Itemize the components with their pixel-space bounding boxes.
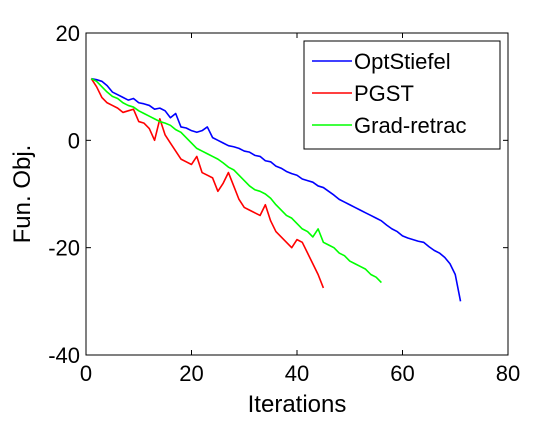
y-tick-label: 20 xyxy=(56,21,80,46)
axis-ticks: 0 20 40 60 80 -40 -20 0 20 xyxy=(48,21,520,386)
x-tick-label: 20 xyxy=(179,361,203,386)
x-tick-label: 0 xyxy=(80,361,92,386)
legend-label: OptStiefel xyxy=(354,49,451,74)
series-line-optstiefel xyxy=(91,77,462,302)
series-line-pgst xyxy=(90,78,325,289)
y-axis-label: Fun. Obj. xyxy=(9,145,36,244)
y-tick-label: -20 xyxy=(48,236,80,261)
series-line-grad-retrac xyxy=(90,77,382,284)
y-tick-label: -40 xyxy=(48,343,80,368)
y-tick-label: 0 xyxy=(68,128,80,153)
x-axis-label: Iterations xyxy=(248,391,347,418)
x-tick-label: 60 xyxy=(390,361,414,386)
x-tick-label: 80 xyxy=(496,361,520,386)
series-lines xyxy=(90,77,462,302)
legend-label: Grad-retrac xyxy=(354,113,466,138)
x-tick-label: 40 xyxy=(285,361,309,386)
legend: OptStiefel PGST Grad-retrac xyxy=(303,40,501,150)
legend-label: PGST xyxy=(354,81,414,106)
legend-box xyxy=(303,40,501,150)
